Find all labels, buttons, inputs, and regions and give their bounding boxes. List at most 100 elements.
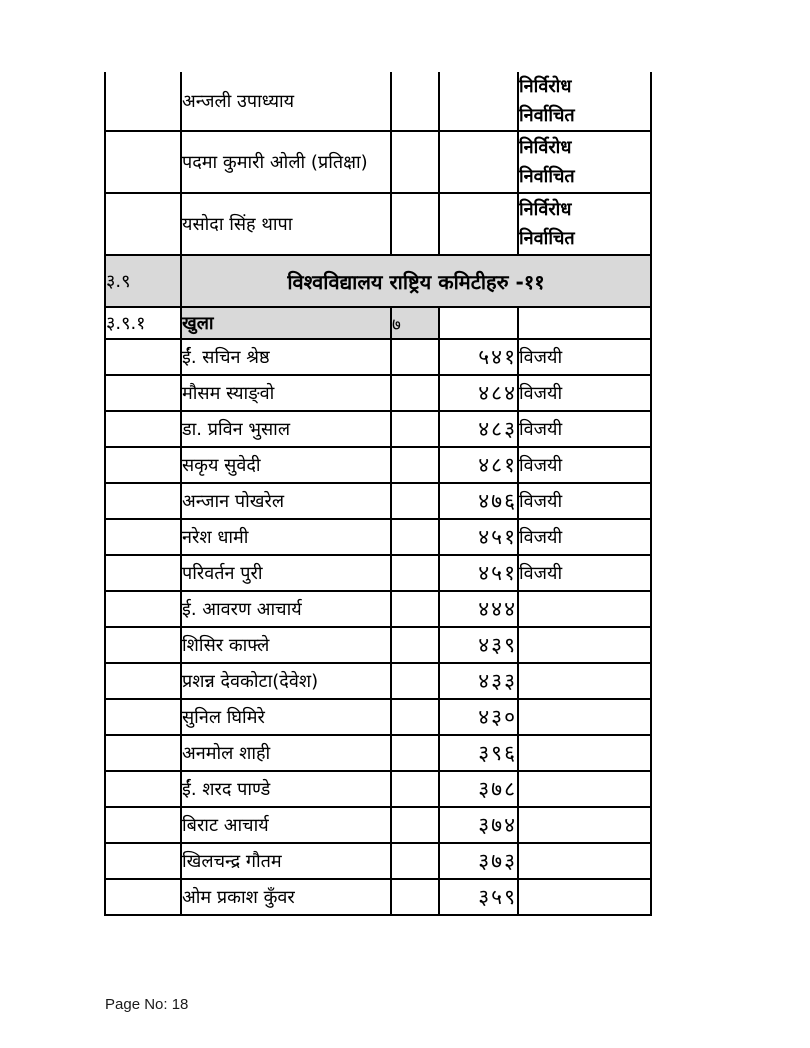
result-cell — [517, 662, 652, 700]
candidate-row: ईं. शरद पाण्डे ३७८ — [104, 770, 652, 808]
votes-cell: ४४४ — [438, 590, 519, 628]
candidate-name-cell: अन्जान पोखरेल — [180, 482, 392, 520]
serial-cell — [104, 662, 182, 700]
result-cell — [517, 806, 652, 844]
seats-cell: ७ — [390, 306, 440, 340]
unopposed-rows: अन्जली उपाध्याय निर्विरोध निर्वाचित पदमा… — [104, 72, 652, 256]
candidate-name-cell: डा. प्रविन भुसाल — [180, 410, 392, 448]
votes-cell: ४५१ — [438, 554, 519, 592]
candidate-row: ईं. सचिन श्रेष्ठ ५४१ विजयी — [104, 338, 652, 376]
section-title-cell: विश्वविद्यालय राष्ट्रिय कमिटीहरु -११ — [180, 254, 652, 308]
votes-cell: ४८१ — [438, 446, 519, 484]
serial-cell — [104, 374, 182, 412]
candidate-name-cell: यसोदा सिंह थापा — [180, 192, 392, 256]
status-cell: निर्विरोध निर्वाचित — [517, 192, 652, 256]
serial-cell — [104, 806, 182, 844]
empty-cell — [390, 482, 440, 520]
empty-cell — [390, 662, 440, 700]
empty-cell — [390, 554, 440, 592]
serial-cell — [104, 192, 182, 256]
section-number-cell: ३.९ — [104, 254, 182, 308]
candidate-name-cell: ओम प्रकाश कुँवर — [180, 878, 392, 916]
votes-cell: ४५१ — [438, 518, 519, 556]
candidate-row: सुनिल घिमिरे ४३० — [104, 698, 652, 736]
candidate-row: डा. प्रविन भुसाल ४८३ विजयी — [104, 410, 652, 448]
candidate-row: अन्जान पोखरेल ४७६ विजयी — [104, 482, 652, 520]
votes-cell: ५४१ — [438, 338, 519, 376]
candidate-name-cell: सकृय सुवेदी — [180, 446, 392, 484]
result-cell — [517, 770, 652, 808]
votes-cell — [438, 130, 519, 194]
votes-cell: ४७६ — [438, 482, 519, 520]
empty-cell — [390, 806, 440, 844]
unopposed-row: अन्जली उपाध्याय निर्विरोध निर्वाचित — [104, 72, 652, 132]
votes-cell: ३७८ — [438, 770, 519, 808]
votes-cell: ३९६ — [438, 734, 519, 772]
candidate-row: नरेश धामी ४५१ विजयी — [104, 518, 652, 556]
candidate-name-cell: खिलचन्द्र गौतम — [180, 842, 392, 880]
candidate-name-cell: प्रशन्न देवकोटा(देवेश) — [180, 662, 392, 700]
serial-cell — [104, 518, 182, 556]
candidate-name-cell: अनमोल शाही — [180, 734, 392, 772]
result-cell: विजयी — [517, 374, 652, 412]
votes-cell: ४३० — [438, 698, 519, 736]
serial-cell — [104, 878, 182, 916]
result-cell: विजयी — [517, 482, 652, 520]
empty-cell — [390, 130, 440, 194]
empty-cell — [390, 338, 440, 376]
serial-cell — [104, 590, 182, 628]
votes-cell: ३७४ — [438, 806, 519, 844]
serial-cell — [104, 842, 182, 880]
empty-cell — [390, 72, 440, 132]
empty-cell — [390, 192, 440, 256]
candidate-row: बिराट आचार्य ३७४ — [104, 806, 652, 844]
empty-cell — [390, 518, 440, 556]
result-cell — [517, 626, 652, 664]
serial-cell — [104, 698, 182, 736]
serial-cell — [104, 734, 182, 772]
empty-cell — [390, 734, 440, 772]
candidate-row: प्रशन्न देवकोटा(देवेश) ४३३ — [104, 662, 652, 700]
empty-cell — [390, 374, 440, 412]
candidate-rows: ईं. सचिन श्रेष्ठ ५४१ विजयी मौसम स्याङ्वो… — [104, 338, 652, 916]
result-cell: विजयी — [517, 554, 652, 592]
empty-cell — [390, 878, 440, 916]
serial-cell — [104, 482, 182, 520]
section-header-row: ३.९ विश्वविद्यालय राष्ट्रिय कमिटीहरु -११ — [104, 254, 652, 308]
candidate-row: शिसिर काफ्ले ४३९ — [104, 626, 652, 664]
candidate-name-cell: ई. आवरण आचार्य — [180, 590, 392, 628]
candidate-name-cell: नरेश धामी — [180, 518, 392, 556]
page-number-label: Page No: 18 — [105, 996, 189, 1013]
unopposed-row: पदमा कुमारी ओली (प्रतिक्षा) निर्विरोध नि… — [104, 130, 652, 194]
serial-cell — [104, 554, 182, 592]
result-cell — [517, 698, 652, 736]
results-table: अन्जली उपाध्याय निर्विरोध निर्वाचित पदमा… — [104, 72, 652, 916]
candidate-name-cell: बिराट आचार्य — [180, 806, 392, 844]
votes-cell: ३७३ — [438, 842, 519, 880]
candidate-name-cell: परिवर्तन पुरी — [180, 554, 392, 592]
candidate-row: खिलचन्द्र गौतम ३७३ — [104, 842, 652, 880]
serial-cell — [104, 72, 182, 132]
empty-cell — [517, 306, 652, 340]
candidate-row: सकृय सुवेदी ४८१ विजयी — [104, 446, 652, 484]
serial-cell — [104, 410, 182, 448]
candidate-name-cell: ईं. शरद पाण्डे — [180, 770, 392, 808]
votes-cell: ४३३ — [438, 662, 519, 700]
status-cell: निर्विरोध निर्वाचित — [517, 72, 652, 132]
status-cell: निर्विरोध निर्वाचित — [517, 130, 652, 194]
empty-cell — [390, 698, 440, 736]
empty-cell — [390, 590, 440, 628]
candidate-name-cell: सुनिल घिमिरे — [180, 698, 392, 736]
serial-cell — [104, 626, 182, 664]
candidate-name-cell: मौसम स्याङ्वो — [180, 374, 392, 412]
result-cell: विजयी — [517, 338, 652, 376]
result-cell — [517, 734, 652, 772]
unopposed-row: यसोदा सिंह थापा निर्विरोध निर्वाचित — [104, 192, 652, 256]
candidate-name-cell: पदमा कुमारी ओली (प्रतिक्षा) — [180, 130, 392, 194]
empty-cell — [390, 770, 440, 808]
result-cell — [517, 842, 652, 880]
candidate-name-cell: ईं. सचिन श्रेष्ठ — [180, 338, 392, 376]
votes-cell — [438, 192, 519, 256]
result-cell: विजयी — [517, 410, 652, 448]
